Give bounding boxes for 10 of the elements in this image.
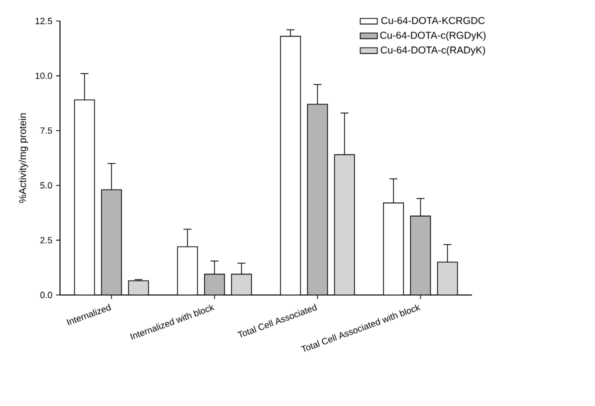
y-tick-label: 2.5: [40, 237, 52, 244]
y-axis-title: %Activity/mg protein: [18, 113, 28, 203]
legend-label: Cu-64-DOTA-KCRGDC: [381, 16, 485, 24]
legend-label: Cu-64-DOTA-c(RADyK): [380, 46, 486, 56]
y-tick-label: 12.5: [36, 18, 52, 24]
y-tick-label: 10.0: [36, 72, 52, 79]
y-tick-label: 0.0: [40, 292, 52, 298]
y-tick-label: 7.5: [40, 127, 52, 134]
legend-label: Cu-64-DOTA-c(RGDyK): [380, 31, 486, 41]
y-tick-label: 5.0: [40, 182, 52, 189]
